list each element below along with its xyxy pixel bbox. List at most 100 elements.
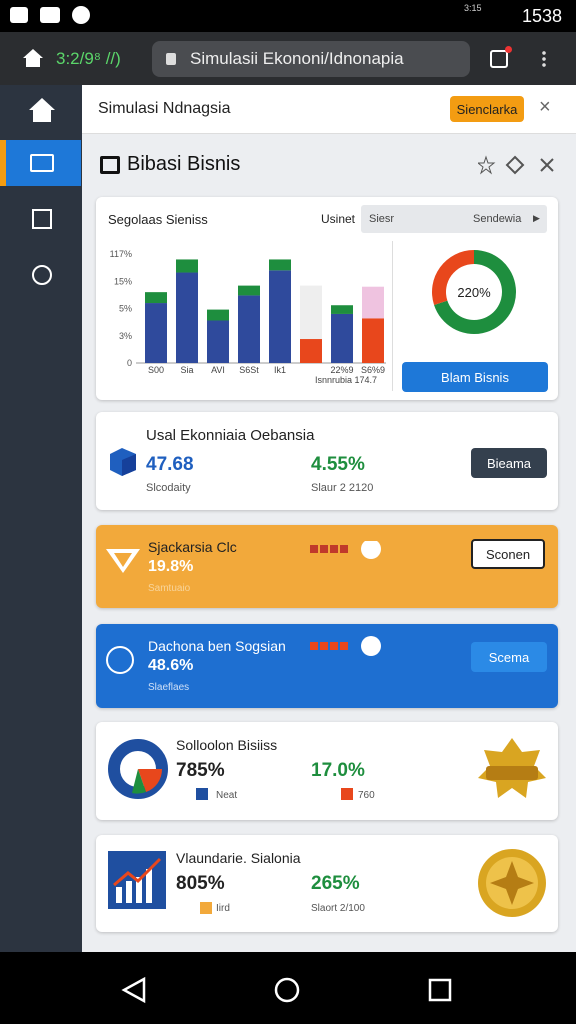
status-icon bbox=[10, 7, 28, 23]
card-icon bbox=[110, 448, 136, 476]
nav-buttons[interactable] bbox=[120, 976, 460, 1004]
bar-segment bbox=[207, 309, 229, 321]
card: Usal Ekonniaia Oebansia 47.68 Slcodaity … bbox=[96, 412, 558, 510]
rating bbox=[310, 541, 381, 559]
url: Simulasii Ekononi/Idnonapia bbox=[190, 49, 404, 68]
bar-segment bbox=[207, 320, 229, 363]
card: Sjackarsia Clc 19.8% Samtuaio Sconen bbox=[96, 525, 558, 608]
primary-note: Iird bbox=[216, 903, 230, 914]
x-label: S00 bbox=[148, 365, 164, 375]
card: Dachona ben Sogsian 48.6% Slaeflaes Scem… bbox=[96, 624, 558, 708]
clock: 1538 bbox=[522, 6, 563, 26]
chart: 117% 15% 5% 3% 0 S00 Sia AVI S6St Ik1 22%9 S6%9Isnn… bbox=[110, 249, 516, 385]
medal-icon bbox=[478, 738, 546, 798]
card-title: Usal Ekonniaia Oebansia bbox=[146, 427, 315, 444]
menu-icon[interactable] bbox=[542, 50, 546, 68]
note-icon bbox=[196, 788, 208, 800]
bar-segment bbox=[145, 292, 167, 304]
card-icon bbox=[108, 739, 168, 799]
card-title: Sjackarsia Clc bbox=[148, 539, 237, 555]
card-title: Dachona ben Sogsian bbox=[148, 638, 286, 654]
secondary-value: 17.0% bbox=[311, 760, 365, 781]
x-label: S6St bbox=[239, 365, 259, 375]
card-button[interactable]: Sconen bbox=[471, 539, 545, 569]
bar-segment bbox=[269, 259, 291, 271]
card-button[interactable]: Scema bbox=[471, 642, 547, 672]
secondary-note: Slaur 2 2120 bbox=[311, 482, 374, 494]
y-label: 5% bbox=[119, 304, 132, 314]
section-icon bbox=[100, 156, 120, 174]
card-icon bbox=[106, 646, 134, 674]
nav-home[interactable] bbox=[28, 97, 56, 123]
bar-segment bbox=[331, 305, 353, 314]
browser-bar: 3:2/9⁸ //) Simulasii Ekononi/Idnonapia bbox=[0, 32, 576, 85]
donut-segment bbox=[434, 250, 516, 334]
x-label: Ik1 bbox=[274, 365, 286, 375]
primary-value: 805% bbox=[176, 873, 225, 894]
card: Solloolon Bisiiss 785% Neat 17.0% 760 bbox=[96, 722, 558, 820]
note-icon bbox=[341, 788, 353, 800]
secondary-value: 265% bbox=[311, 873, 360, 894]
primary-value: 47.68 bbox=[146, 454, 194, 475]
primary-value: 785% bbox=[176, 760, 225, 781]
card: Vlaundarie. Sialonia 805% Iird 265% Slao… bbox=[96, 835, 558, 932]
secondary-note: 760 bbox=[358, 790, 375, 801]
badge bbox=[505, 46, 512, 53]
section-tools[interactable] bbox=[478, 155, 558, 175]
primary-note: Samtuaio bbox=[148, 583, 191, 594]
card-button[interactable]: Bieama bbox=[471, 448, 547, 478]
select[interactable]: Siesr Sendewia ▶ bbox=[361, 205, 547, 233]
note-icon bbox=[200, 902, 212, 914]
bar-segment bbox=[145, 303, 167, 363]
bar-segment bbox=[176, 259, 198, 273]
close[interactable]: × bbox=[539, 96, 551, 118]
y-label: 117% bbox=[110, 249, 132, 259]
nav-item[interactable] bbox=[32, 265, 52, 285]
primary-note: Neat bbox=[216, 790, 238, 801]
y-label: 15% bbox=[114, 276, 132, 286]
bar-segment bbox=[300, 339, 322, 363]
lock-icon bbox=[166, 53, 176, 65]
card-title: Vlaundarie. Sialonia bbox=[176, 850, 301, 866]
panel-title: Simulasi Ndnagsia bbox=[98, 100, 231, 117]
filter-label: Usinet bbox=[321, 212, 356, 226]
secondary-value: 4.55% bbox=[311, 454, 365, 475]
x-label: Sia bbox=[180, 365, 193, 375]
footnote: Isnnrubia 174.7 bbox=[315, 375, 377, 385]
url-field[interactable]: Simulasii Ekononi/Idnonapia bbox=[152, 41, 470, 77]
active-marker bbox=[0, 140, 6, 186]
x-label: 22%9 bbox=[330, 365, 353, 375]
primary-value: 19.8% bbox=[148, 558, 194, 575]
select-value: Sendewia bbox=[473, 213, 522, 225]
bar-segment bbox=[362, 318, 384, 363]
nav-bar bbox=[0, 952, 576, 1024]
card-icon bbox=[106, 549, 140, 573]
bar-segment bbox=[238, 285, 260, 296]
home-icon[interactable] bbox=[22, 48, 44, 68]
chart-title: Segolaas Sieniss bbox=[108, 212, 208, 227]
panel-header: Simulasi Ndnagsia Sienclarka × bbox=[82, 85, 576, 134]
bar-segment bbox=[269, 270, 291, 363]
divider bbox=[392, 241, 393, 391]
donut-label: 220% bbox=[457, 285, 491, 300]
medal-icon bbox=[478, 849, 546, 917]
status-bar: 3:15 1538 bbox=[0, 0, 576, 32]
status-icon bbox=[40, 7, 60, 23]
secondary-note: Slaort 2/100 bbox=[311, 903, 365, 914]
nav-active[interactable] bbox=[6, 140, 81, 186]
x-label: AVI bbox=[211, 365, 225, 375]
bar-segment bbox=[331, 313, 353, 363]
tabs-icon[interactable] bbox=[490, 50, 508, 68]
primary-note: Slaeflaes bbox=[148, 682, 190, 693]
card-icon bbox=[108, 851, 166, 909]
donut-segment bbox=[432, 250, 474, 305]
y-label: 3% bbox=[119, 331, 132, 341]
panel-button[interactable]: Sienclarka bbox=[450, 96, 524, 122]
chart-button[interactable]: Blam Bisnis bbox=[402, 362, 548, 392]
bar-segment bbox=[300, 285, 322, 340]
x-label: S6%9 bbox=[361, 365, 385, 375]
bar-segment bbox=[176, 272, 198, 363]
card-title: Solloolon Bisiiss bbox=[176, 737, 278, 753]
nav-item[interactable] bbox=[32, 209, 52, 229]
